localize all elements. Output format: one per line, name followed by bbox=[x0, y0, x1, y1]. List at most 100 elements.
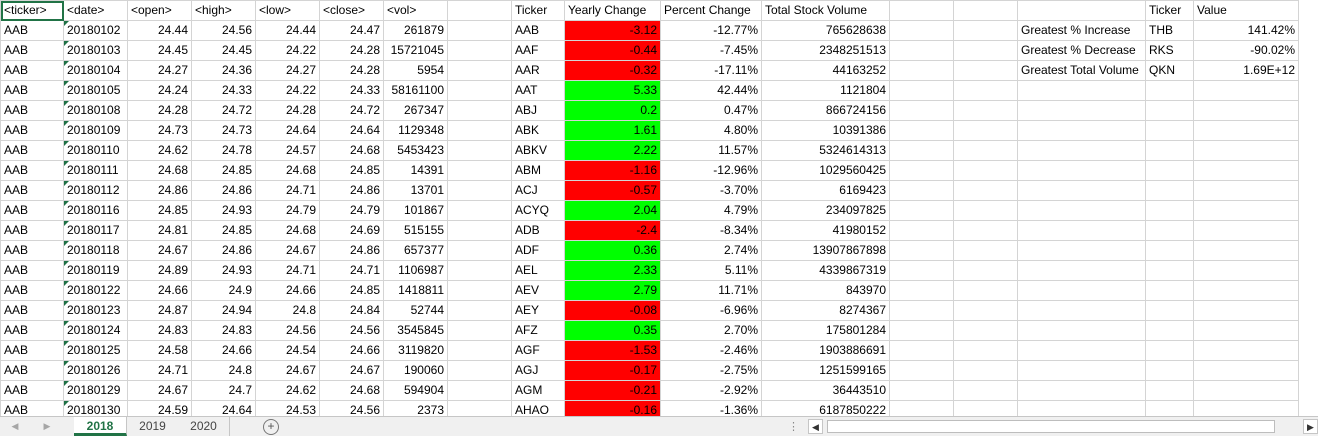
cell[interactable] bbox=[447, 320, 512, 341]
summary-cell[interactable]: 10391386 bbox=[761, 120, 890, 141]
raw-data-cell[interactable]: 24.56 bbox=[319, 320, 384, 341]
raw-data-cell[interactable]: 24.22 bbox=[255, 80, 320, 101]
cell[interactable] bbox=[1017, 300, 1146, 321]
add-sheet-icon[interactable]: + bbox=[263, 419, 279, 435]
cell[interactable] bbox=[1017, 220, 1146, 241]
raw-data-cell[interactable]: 24.27 bbox=[127, 60, 192, 81]
summary-cell[interactable]: -2.75% bbox=[660, 360, 762, 381]
cell[interactable] bbox=[889, 60, 954, 81]
summary-cell[interactable]: AAT bbox=[511, 80, 565, 101]
yearly-change-cell[interactable]: 2.79 bbox=[564, 280, 661, 301]
yearly-change-cell[interactable]: -3.12 bbox=[564, 20, 661, 41]
raw-data-cell[interactable]: 20180108 bbox=[63, 100, 128, 121]
cell[interactable] bbox=[1017, 280, 1146, 301]
raw-data-cell[interactable]: 20180123 bbox=[63, 300, 128, 321]
cell[interactable] bbox=[953, 340, 1018, 361]
raw-data-cell[interactable]: 24.89 bbox=[127, 260, 192, 281]
summary-cell[interactable]: 2348251513 bbox=[761, 40, 890, 61]
cell[interactable] bbox=[1017, 320, 1146, 341]
raw-data-cell[interactable]: 261879 bbox=[383, 20, 448, 41]
raw-data-cell[interactable]: 515155 bbox=[383, 220, 448, 241]
cell[interactable] bbox=[889, 260, 954, 281]
greatest-cell[interactable]: 141.42% bbox=[1193, 20, 1299, 41]
cell[interactable] bbox=[1193, 80, 1299, 101]
yearly-change-cell[interactable]: -1.16 bbox=[564, 160, 661, 181]
yearly-change-cell[interactable]: -0.44 bbox=[564, 40, 661, 61]
raw-data-cell[interactable]: 24.67 bbox=[319, 360, 384, 381]
cell[interactable] bbox=[1017, 360, 1146, 381]
greatest-cell[interactable]: Greatest % Decrease bbox=[1017, 40, 1146, 61]
summary-cell[interactable]: 843970 bbox=[761, 280, 890, 301]
raw-data-cell[interactable]: 20180112 bbox=[63, 180, 128, 201]
raw-data-cell[interactable]: 24.28 bbox=[255, 100, 320, 121]
raw-data-cell[interactable]: AAB bbox=[0, 400, 64, 416]
cell[interactable] bbox=[953, 140, 1018, 161]
cell[interactable] bbox=[953, 180, 1018, 201]
raw-data-cell[interactable]: AAB bbox=[0, 100, 64, 121]
cell[interactable] bbox=[889, 240, 954, 261]
raw-data-cell[interactable]: 24.72 bbox=[191, 100, 256, 121]
cell[interactable] bbox=[447, 40, 512, 61]
raw-data-cell[interactable]: AAB bbox=[0, 40, 64, 61]
yearly-change-cell[interactable]: 2.22 bbox=[564, 140, 661, 161]
cell[interactable] bbox=[1193, 120, 1299, 141]
cell[interactable] bbox=[447, 240, 512, 261]
greatest-header-cell[interactable]: Ticker bbox=[1145, 0, 1194, 21]
raw-data-cell[interactable]: 24.45 bbox=[191, 40, 256, 61]
summary-cell[interactable]: AFZ bbox=[511, 320, 565, 341]
raw-data-cell[interactable]: AAB bbox=[0, 360, 64, 381]
raw-data-cell[interactable]: 24.24 bbox=[127, 80, 192, 101]
raw-data-cell[interactable]: 24.83 bbox=[127, 320, 192, 341]
raw-data-cell[interactable]: 24.72 bbox=[319, 100, 384, 121]
tab-scroll-right-icon[interactable]: ▶ bbox=[43, 421, 51, 431]
summary-cell[interactable]: ABM bbox=[511, 160, 565, 181]
cell[interactable] bbox=[953, 380, 1018, 401]
cell[interactable] bbox=[447, 220, 512, 241]
cell[interactable] bbox=[953, 280, 1018, 301]
summary-cell[interactable]: -3.70% bbox=[660, 180, 762, 201]
tab-scroll-left-icon[interactable]: ◀ bbox=[11, 421, 19, 431]
raw-data-cell[interactable]: 24.87 bbox=[127, 300, 192, 321]
yearly-change-cell[interactable]: -1.53 bbox=[564, 340, 661, 361]
cell[interactable] bbox=[889, 100, 954, 121]
cell[interactable] bbox=[889, 360, 954, 381]
summary-cell[interactable]: 6169423 bbox=[761, 180, 890, 201]
raw-data-cell[interactable]: 24.71 bbox=[319, 260, 384, 281]
summary-cell[interactable]: AEL bbox=[511, 260, 565, 281]
raw-data-cell[interactable]: 13701 bbox=[383, 180, 448, 201]
raw-data-cell[interactable]: 24.64 bbox=[191, 400, 256, 416]
raw-data-cell[interactable]: AAB bbox=[0, 320, 64, 341]
cell[interactable] bbox=[1017, 340, 1146, 361]
raw-data-cell[interactable]: 24.68 bbox=[319, 140, 384, 161]
summary-cell[interactable]: 5324614313 bbox=[761, 140, 890, 161]
summary-cell[interactable]: 765628638 bbox=[761, 20, 890, 41]
horizontal-scrollbar[interactable]: ◀ ▶ bbox=[808, 419, 1318, 434]
raw-data-cell[interactable]: 24.79 bbox=[319, 200, 384, 221]
raw-data-cell[interactable]: 58161100 bbox=[383, 80, 448, 101]
raw-data-cell[interactable]: 24.73 bbox=[191, 120, 256, 141]
raw-data-cell[interactable]: 3119820 bbox=[383, 340, 448, 361]
raw-data-cell[interactable]: 24.81 bbox=[127, 220, 192, 241]
yearly-change-cell[interactable]: 2.04 bbox=[564, 200, 661, 221]
cell[interactable] bbox=[1145, 80, 1194, 101]
summary-cell[interactable]: 1903886691 bbox=[761, 340, 890, 361]
summary-cell[interactable]: 42.44% bbox=[660, 80, 762, 101]
cell[interactable] bbox=[889, 0, 954, 21]
raw-data-cell[interactable]: 20180109 bbox=[63, 120, 128, 141]
summary-cell[interactable]: ADF bbox=[511, 240, 565, 261]
cell[interactable] bbox=[447, 80, 512, 101]
cell[interactable] bbox=[1193, 300, 1299, 321]
cell[interactable] bbox=[1145, 380, 1194, 401]
raw-data-cell[interactable]: 24.86 bbox=[127, 180, 192, 201]
cell-grid[interactable]: <ticker> <date> <open> <high> <low> <close> <v… bbox=[0, 0, 1299, 416]
summary-cell[interactable]: 2.70% bbox=[660, 320, 762, 341]
cell[interactable] bbox=[1193, 340, 1299, 361]
summary-header-cell[interactable]: Percent Change bbox=[660, 0, 762, 21]
raw-data-cell[interactable]: 24.44 bbox=[127, 20, 192, 41]
summary-cell[interactable]: 6187850222 bbox=[761, 400, 890, 416]
cell[interactable] bbox=[1193, 400, 1299, 416]
cell[interactable] bbox=[1193, 260, 1299, 281]
cell[interactable] bbox=[953, 100, 1018, 121]
cell[interactable] bbox=[1145, 180, 1194, 201]
summary-cell[interactable]: 36443510 bbox=[761, 380, 890, 401]
